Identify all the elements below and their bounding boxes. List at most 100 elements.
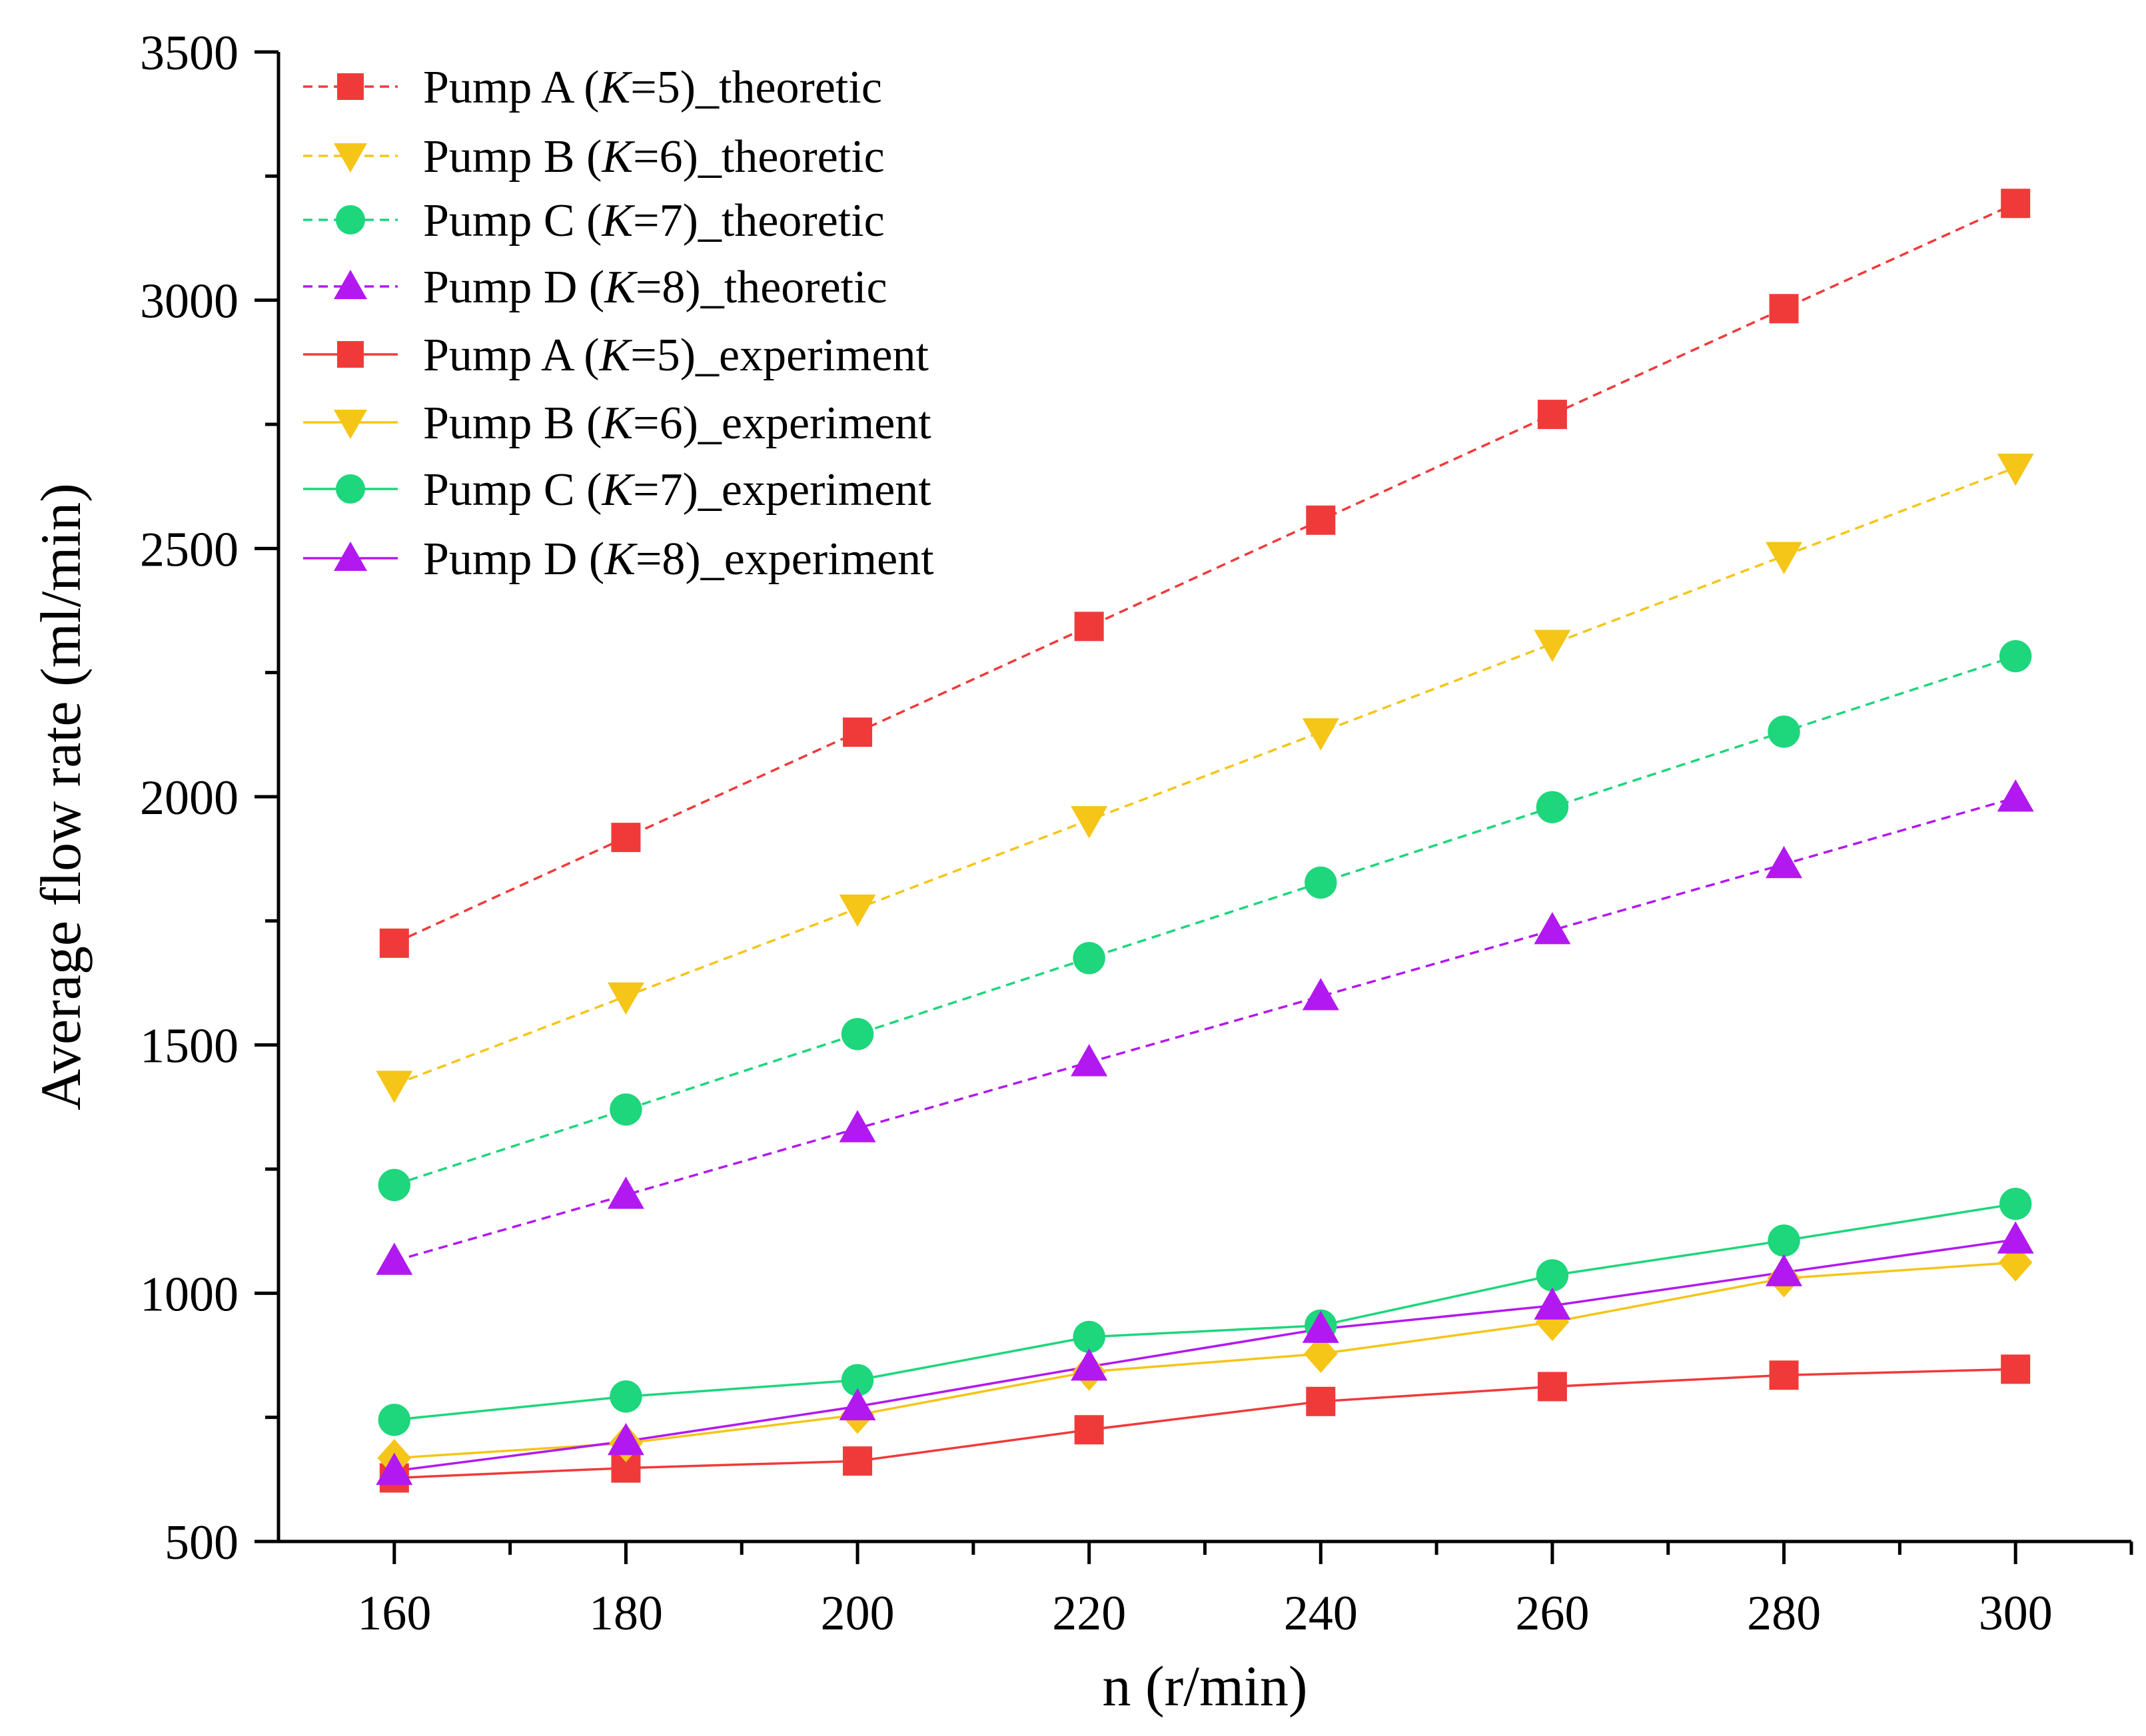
- data-point-s0-p6: [1769, 294, 1799, 324]
- y-ticks: 500 1000 1500 2000 2500 3000 3500: [140, 26, 278, 1570]
- data-point-s4-p3: [1074, 1415, 1104, 1445]
- x-tick-label: 260: [1515, 1586, 1589, 1641]
- plot-markers: [376, 189, 2034, 1493]
- data-point-s2-p5: [1536, 791, 1569, 823]
- data-point-s1-p5: [1534, 630, 1571, 662]
- legend-label: Pump A (K=5)_experiment: [423, 330, 929, 381]
- legend-item: Pump C (K=7)_theoretic: [303, 195, 885, 246]
- legend-item: Pump C (K=7)_experiment: [303, 464, 931, 516]
- legend-item: Pump A (K=5)_experiment: [303, 330, 929, 381]
- data-point-s2-p2: [841, 1018, 874, 1051]
- data-point-s0-p0: [379, 928, 409, 958]
- x-axis-title: n (r/min): [1102, 1654, 1307, 1718]
- y-tick-label: 500: [165, 1516, 239, 1570]
- data-point-s6-p2: [841, 1364, 874, 1396]
- data-point-s0-p3: [1074, 612, 1104, 642]
- plot-lines: [394, 202, 2016, 1480]
- data-point-s6-p0: [378, 1404, 411, 1436]
- legend-label: Pump A (K=5)_theoretic: [423, 62, 882, 113]
- legend-marker: [336, 205, 365, 234]
- data-point-s0-p2: [843, 717, 873, 747]
- legend-item: Pump A (K=5)_theoretic: [303, 62, 882, 113]
- data-point-s1-p3: [1071, 806, 1108, 839]
- y-tick-label: 1000: [140, 1267, 239, 1322]
- y-tick-label: 2000: [140, 771, 239, 825]
- legend-item: Pump B (K=6)_theoretic: [303, 131, 885, 183]
- data-point-s2-p4: [1305, 866, 1337, 899]
- legend-marker: [334, 542, 367, 571]
- data-point-s1-p0: [376, 1071, 413, 1103]
- legend-label: Pump D (K=8)_theoretic: [423, 262, 887, 313]
- data-point-s7-p4: [1302, 1310, 1339, 1343]
- y-tick-label: 2500: [140, 522, 239, 577]
- x-tick-label: 180: [589, 1586, 663, 1641]
- series-line-7: [394, 1238, 2016, 1472]
- data-point-s1-p6: [1766, 542, 1803, 575]
- legend-item: Pump D (K=8)_theoretic: [303, 262, 887, 313]
- x-tick-label: 280: [1747, 1586, 1821, 1641]
- data-point-s3-p4: [1302, 978, 1339, 1011]
- data-point-s4-p6: [1769, 1360, 1799, 1390]
- data-point-s4-p5: [1537, 1372, 1567, 1402]
- data-point-s3-p7: [1997, 779, 2034, 812]
- data-point-s7-p0: [376, 1452, 413, 1486]
- data-point-s7-p5: [1534, 1287, 1571, 1320]
- series-line-3: [394, 796, 2016, 1262]
- legend-label: Pump C (K=7)_experiment: [423, 464, 931, 516]
- series-line-6: [394, 1202, 2016, 1422]
- series-line-5: [394, 1261, 2016, 1460]
- x-tick-label: 300: [1979, 1586, 2053, 1641]
- data-point-s2-p3: [1073, 942, 1105, 975]
- series-line-2: [394, 655, 2016, 1186]
- data-point-s6-p1: [610, 1380, 642, 1413]
- series-line-0: [394, 202, 2016, 945]
- legend-item: Pump D (K=8)_experiment: [303, 534, 934, 585]
- data-point-s3-p0: [376, 1242, 413, 1275]
- legend-label: Pump C (K=7)_theoretic: [423, 195, 885, 246]
- legend-marker: [334, 410, 367, 439]
- x-tick-label: 220: [1052, 1586, 1126, 1641]
- data-point-s0-p5: [1537, 400, 1567, 430]
- data-point-s2-p7: [1999, 640, 2032, 673]
- data-point-s6-p7: [1999, 1187, 2032, 1220]
- legend-marker: [334, 143, 367, 173]
- legend-marker: [337, 341, 364, 368]
- data-point-s0-p4: [1306, 505, 1336, 535]
- series-line-4: [394, 1368, 2016, 1480]
- data-point-s6-p5: [1536, 1259, 1569, 1292]
- legend-label: Pump B (K=6)_theoretic: [423, 131, 885, 183]
- data-point-s4-p4: [1306, 1386, 1336, 1416]
- legend-marker: [337, 73, 364, 100]
- data-point-s5-p4: [1304, 1334, 1338, 1373]
- data-point-s0-p7: [2001, 189, 2031, 218]
- data-point-s3-p2: [839, 1110, 876, 1142]
- y-tick-label: 3500: [140, 26, 239, 81]
- legend-label: Pump D (K=8)_experiment: [423, 534, 934, 585]
- data-point-s0-p1: [611, 823, 641, 853]
- legend-label: Pump B (K=6)_experiment: [423, 398, 931, 449]
- x-tick-label: 240: [1284, 1586, 1358, 1641]
- data-point-s4-p7: [2001, 1354, 2031, 1384]
- data-point-s1-p7: [1997, 453, 2034, 486]
- data-point-s1-p4: [1302, 718, 1339, 751]
- data-point-s6-p6: [1768, 1224, 1800, 1257]
- data-point-s3-p6: [1766, 845, 1803, 879]
- data-point-s7-p6: [1766, 1254, 1803, 1286]
- data-point-s6-p3: [1073, 1320, 1105, 1354]
- data-point-s7-p1: [607, 1422, 644, 1456]
- y-axis-title: Average flow rate (ml/min): [29, 483, 93, 1110]
- x-ticks: 160 180 200 220 240 260 280 300: [357, 1541, 2133, 1641]
- legend: Pump A (K=5)_theoretic Pump B (K=6)_theor…: [303, 62, 934, 585]
- data-point-s1-p2: [839, 894, 876, 927]
- y-tick-label: 3000: [140, 274, 239, 329]
- legend-marker: [336, 474, 365, 504]
- data-point-s7-p3: [1071, 1348, 1108, 1381]
- data-point-s2-p1: [610, 1093, 642, 1126]
- y-tick-label: 1500: [140, 1019, 239, 1074]
- data-point-s3-p5: [1534, 911, 1571, 945]
- data-point-s4-p2: [843, 1446, 873, 1476]
- x-tick-label: 200: [821, 1586, 895, 1641]
- legend-marker: [334, 270, 367, 299]
- data-point-s7-p2: [839, 1388, 876, 1421]
